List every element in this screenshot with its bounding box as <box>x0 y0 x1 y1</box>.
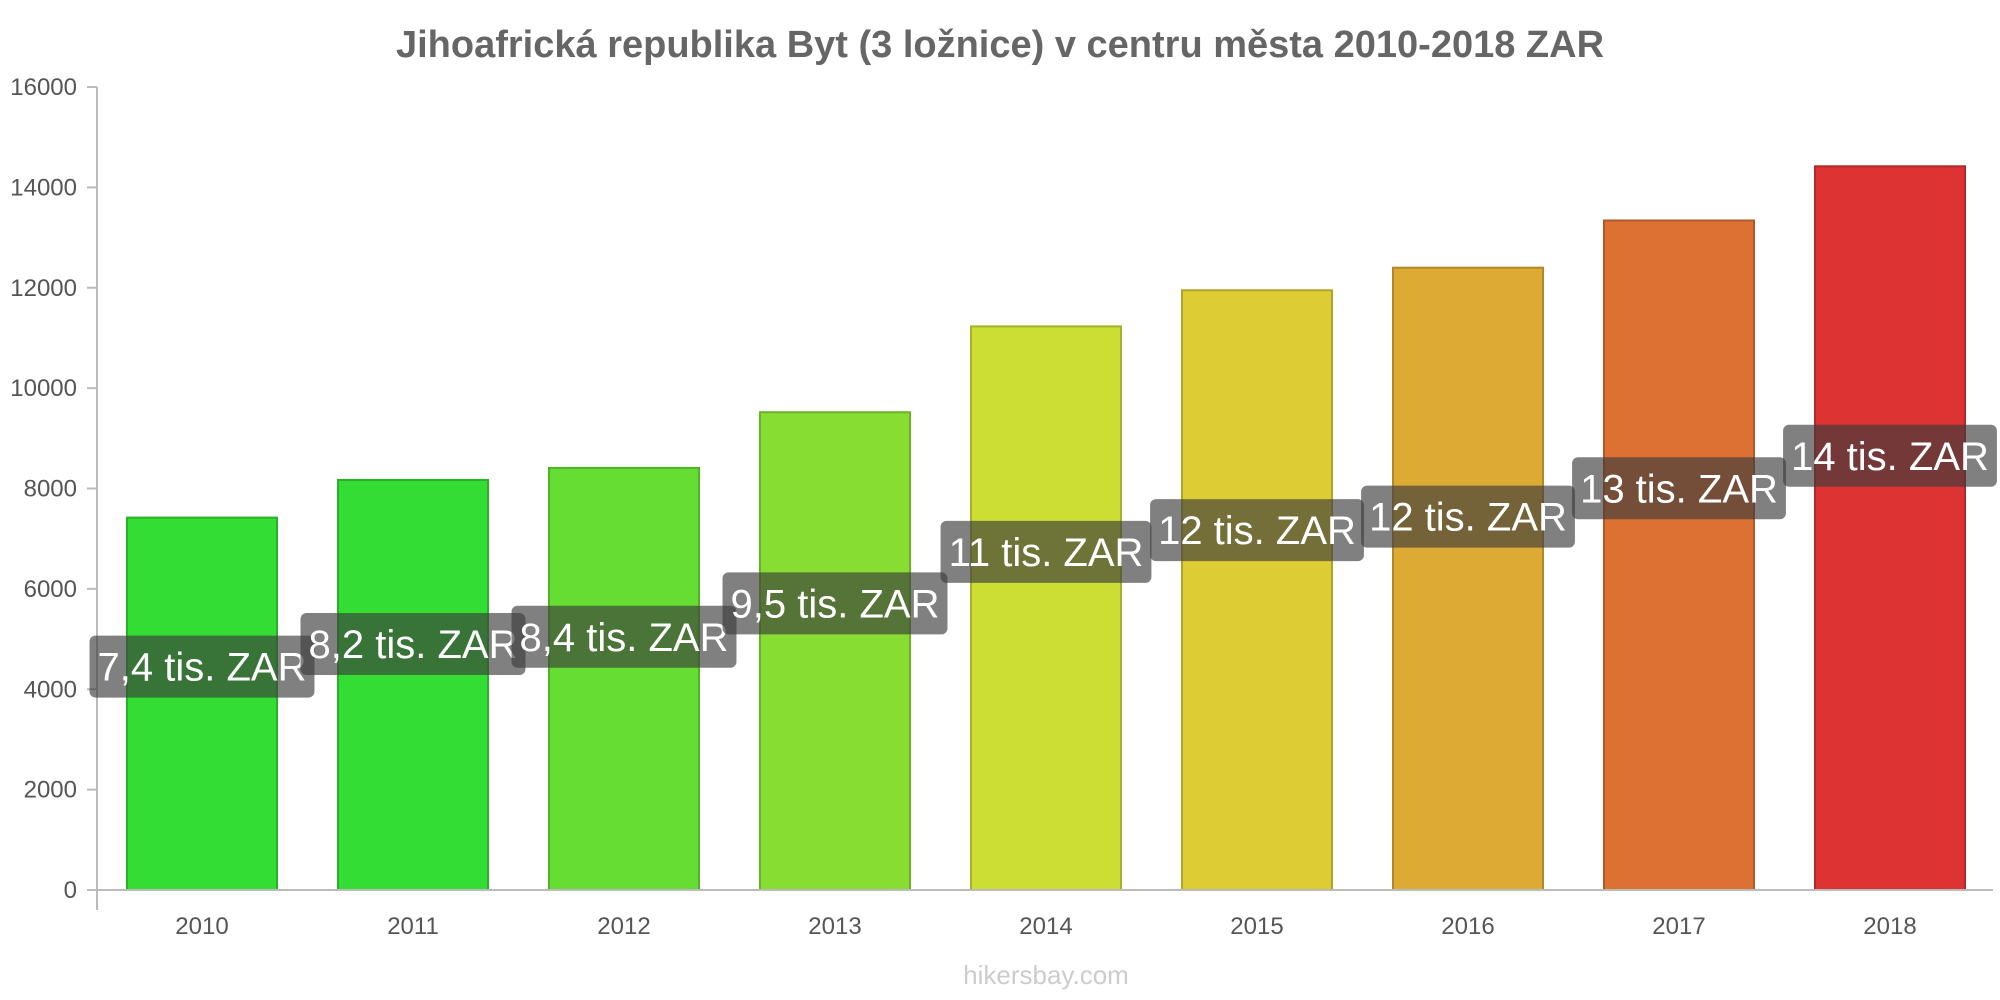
data-label-text: 14 tis. ZAR <box>1791 435 1989 479</box>
data-label-background <box>1150 499 1364 562</box>
data-label-text: 11 tis. ZAR <box>949 531 1144 575</box>
y-tick-label: 14000 <box>10 174 77 201</box>
watermark: hikersbay.com <box>963 960 1129 990</box>
data-label-text: 12 tis. ZAR <box>1369 496 1567 540</box>
x-tick-label: 2010 <box>175 913 228 940</box>
bar-2011 <box>337 478 489 891</box>
x-tick-label: 2016 <box>1441 913 1494 940</box>
y-tick-label: 16000 <box>10 74 77 101</box>
bars-group <box>126 165 1966 892</box>
data-label-2010: 7,4 tis. ZAR <box>89 635 315 698</box>
data-label-text: 9,5 tis. ZAR <box>731 582 940 626</box>
bar-2010 <box>126 516 278 891</box>
y-tick-label: 6000 <box>24 576 77 603</box>
data-label-2015: 12 tis. ZAR <box>1150 499 1364 562</box>
x-tick-label: 2018 <box>1863 913 1916 940</box>
data-label-background <box>1572 457 1786 520</box>
data-label-background <box>89 635 315 698</box>
x-axis: 2010 2011 2012 2013 2014 2015 2016 2017 2018 <box>97 889 1993 940</box>
data-label-background <box>1361 485 1575 548</box>
data-label-2016: 12 tis. ZAR <box>1361 485 1575 548</box>
y-tick-label: 12000 <box>10 275 77 302</box>
data-label-2011: 8,2 tis. ZAR <box>300 612 526 675</box>
bar-2014 <box>970 325 1122 892</box>
x-tick-label: 2014 <box>1019 913 1072 940</box>
data-label-2013: 9,5 tis. ZAR <box>722 572 948 635</box>
bar-2012 <box>548 466 700 891</box>
y-tick-label: 10000 <box>10 375 77 402</box>
y-tick-label: 4000 <box>24 676 77 703</box>
x-tick-label: 2015 <box>1230 913 1283 940</box>
y-axis: 0 2000 4000 6000 8000 10000 12000 14000 16000 <box>10 74 98 910</box>
data-label-background <box>722 572 948 635</box>
x-tick-label: 2011 <box>387 913 439 940</box>
bar-2016 <box>1392 266 1544 891</box>
data-label-background <box>300 612 526 675</box>
data-label-2012: 8,4 tis. ZAR <box>511 605 737 668</box>
data-label-text: 8,4 tis. ZAR <box>520 616 729 660</box>
bar-2013 <box>759 411 911 891</box>
data-label-background <box>1783 424 1997 487</box>
data-label-background <box>940 520 1152 583</box>
data-label-text: 7,4 tis. ZAR <box>98 646 307 690</box>
chart-title: Jihoafrická republika Byt (3 ložnice) v … <box>396 24 1604 66</box>
bar-2017 <box>1603 219 1755 891</box>
data-label-text: 13 tis. ZAR <box>1580 467 1778 511</box>
data-label-2017: 13 tis. ZAR <box>1572 457 1786 520</box>
bar-2018 <box>1814 165 1966 891</box>
data-label-2018: 14 tis. ZAR <box>1783 424 1997 487</box>
y-tick-label: 2000 <box>24 777 77 804</box>
bar-2015 <box>1181 289 1333 891</box>
data-label-text: 8,2 tis. ZAR <box>309 623 518 667</box>
x-tick-label: 2012 <box>597 913 650 940</box>
x-tick-label: 2017 <box>1652 913 1705 940</box>
x-tick-label: 2013 <box>808 913 861 940</box>
data-label-text: 12 tis. ZAR <box>1158 509 1356 553</box>
y-tick-label: 0 <box>64 877 77 904</box>
data-label-2014: 11 tis. ZAR <box>940 520 1152 583</box>
y-tick-label: 8000 <box>24 476 77 503</box>
data-label-background <box>511 605 737 668</box>
